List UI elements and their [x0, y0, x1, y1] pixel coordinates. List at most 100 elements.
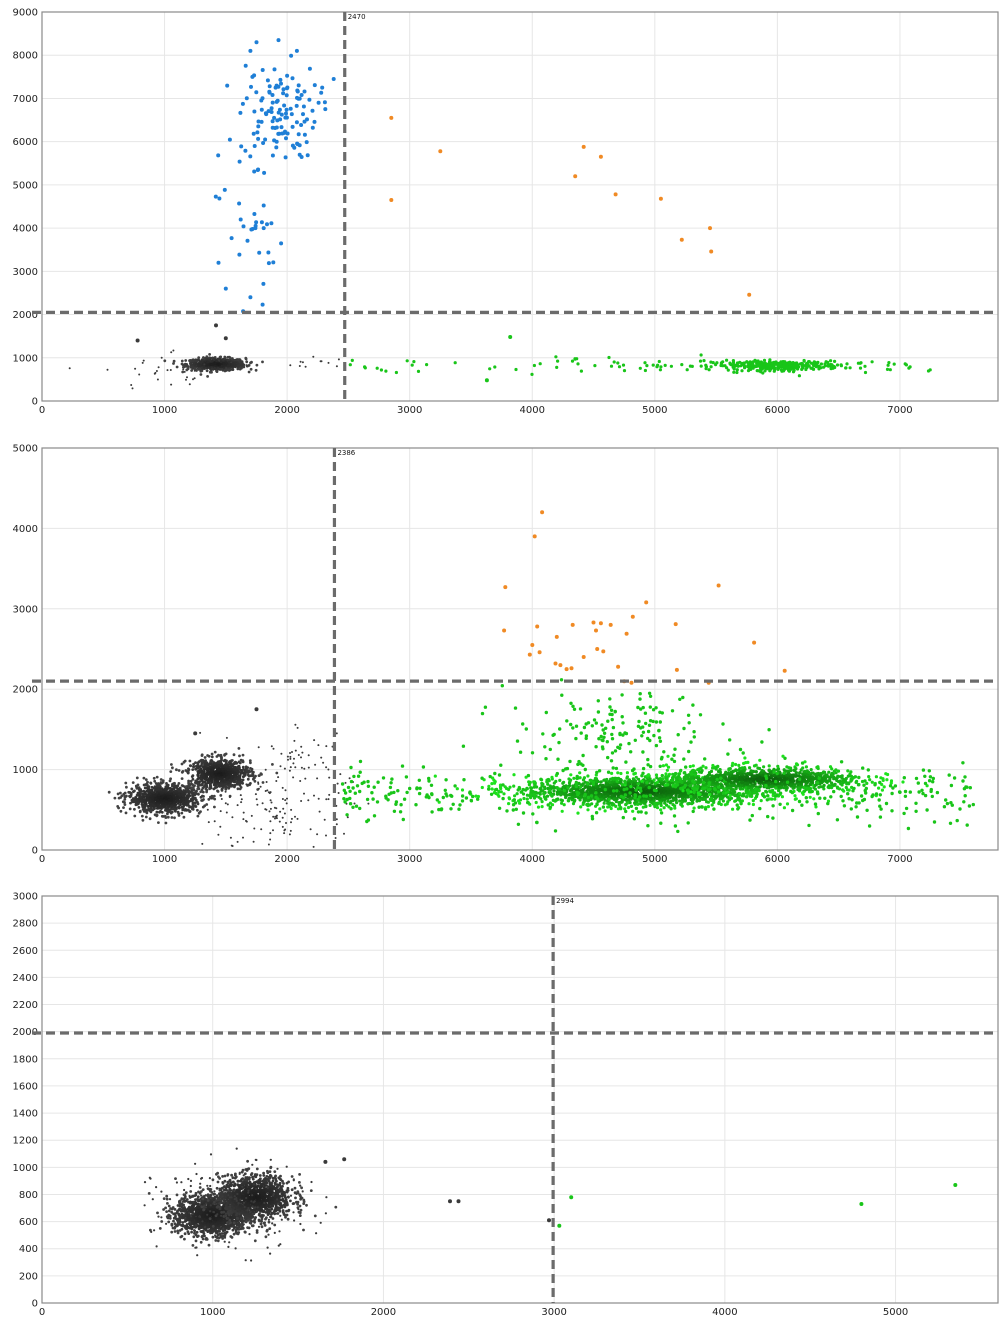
droplet-point — [166, 815, 170, 819]
droplet-point — [394, 370, 398, 375]
droplet-point — [206, 808, 209, 811]
droplet-point — [160, 356, 163, 359]
droplet-point — [172, 362, 175, 365]
droplet-point — [291, 751, 293, 753]
droplet-point — [281, 816, 284, 819]
droplet-point — [680, 800, 684, 805]
droplet-point — [709, 365, 713, 369]
droplet-point — [193, 367, 197, 371]
droplet-point — [367, 802, 370, 805]
droplet-point — [389, 198, 394, 202]
droplet-point — [384, 369, 388, 373]
droplet-point — [264, 768, 267, 771]
droplet-point — [123, 798, 127, 801]
droplet-point — [267, 843, 270, 846]
droplet-point — [230, 844, 233, 847]
droplet-point — [213, 805, 216, 809]
droplet-point — [225, 83, 230, 88]
droplet-point — [294, 48, 299, 53]
droplet-point — [282, 103, 287, 108]
droplet-point — [665, 803, 669, 807]
droplet-point — [699, 364, 703, 368]
droplet-point — [203, 363, 206, 366]
droplet-point — [579, 369, 584, 373]
droplet-point — [256, 124, 261, 129]
droplet-point — [149, 781, 153, 785]
droplet-point — [273, 85, 278, 90]
droplet-point — [186, 365, 190, 368]
droplet-point — [325, 834, 327, 837]
droplet-point — [644, 799, 648, 803]
droplet-point — [232, 361, 235, 365]
droplet-point — [732, 370, 736, 374]
droplet-point — [301, 104, 306, 109]
droplet-point — [206, 375, 210, 378]
droplet-point — [240, 798, 243, 801]
droplet-point — [248, 154, 253, 159]
droplet-point — [133, 789, 136, 793]
droplet-point — [183, 370, 186, 373]
droplet-point — [241, 224, 246, 229]
droplet-point — [199, 373, 203, 376]
droplet-point — [679, 237, 684, 242]
droplet-point — [295, 95, 299, 100]
droplet-point — [294, 766, 297, 769]
droplet-point — [199, 767, 203, 771]
droplet-point — [643, 368, 648, 373]
droplet-point — [261, 141, 266, 145]
droplet-point — [289, 766, 292, 769]
droplet-point — [231, 367, 234, 371]
droplet-point — [259, 220, 264, 225]
droplet-point — [646, 790, 650, 794]
droplet-point — [581, 144, 586, 149]
droplet-point — [213, 194, 218, 199]
droplet-point — [277, 131, 282, 136]
droplet-point — [747, 292, 752, 297]
droplet-point — [633, 771, 638, 776]
droplet-point — [203, 756, 207, 759]
droplet-point — [154, 371, 157, 374]
droplet-point — [184, 785, 188, 789]
droplet-point — [286, 797, 288, 800]
droplet-point — [191, 359, 195, 363]
x-tick-label: 1000 — [152, 405, 177, 416]
droplet-point — [270, 125, 275, 130]
droplet-point — [196, 782, 200, 786]
droplet-point — [650, 796, 654, 800]
droplet-point — [208, 353, 212, 356]
droplet-point — [191, 367, 194, 370]
droplet-point — [198, 780, 202, 783]
droplet-point — [655, 365, 659, 369]
droplet-point — [131, 781, 135, 784]
droplet-point — [237, 201, 242, 206]
droplet-point — [793, 794, 797, 798]
droplet-point — [166, 369, 169, 372]
droplet-point — [255, 130, 260, 135]
droplet-point — [785, 366, 789, 370]
droplet-point — [416, 369, 421, 373]
droplet-point — [731, 807, 735, 811]
droplet-point — [316, 777, 319, 780]
droplet-point — [157, 366, 160, 369]
droplet-point — [782, 369, 786, 373]
droplet-point — [339, 773, 342, 776]
droplet-point — [170, 810, 174, 814]
droplet-point — [685, 368, 689, 372]
droplet-point — [186, 802, 190, 805]
droplet-point — [142, 783, 146, 787]
droplet-point — [206, 360, 210, 364]
droplet-point — [182, 797, 185, 801]
droplet-point — [249, 367, 253, 371]
droplet-point — [284, 789, 287, 792]
droplet-point — [202, 356, 205, 359]
droplet-point — [671, 799, 675, 803]
droplet-point — [163, 359, 167, 363]
droplet-point — [255, 798, 258, 801]
droplet-point — [254, 793, 257, 796]
droplet-point — [284, 136, 288, 141]
droplet-point — [205, 771, 209, 775]
droplet-point — [328, 793, 331, 796]
droplet-point — [322, 761, 325, 764]
droplet-point — [191, 805, 195, 809]
droplet-point — [249, 84, 253, 89]
